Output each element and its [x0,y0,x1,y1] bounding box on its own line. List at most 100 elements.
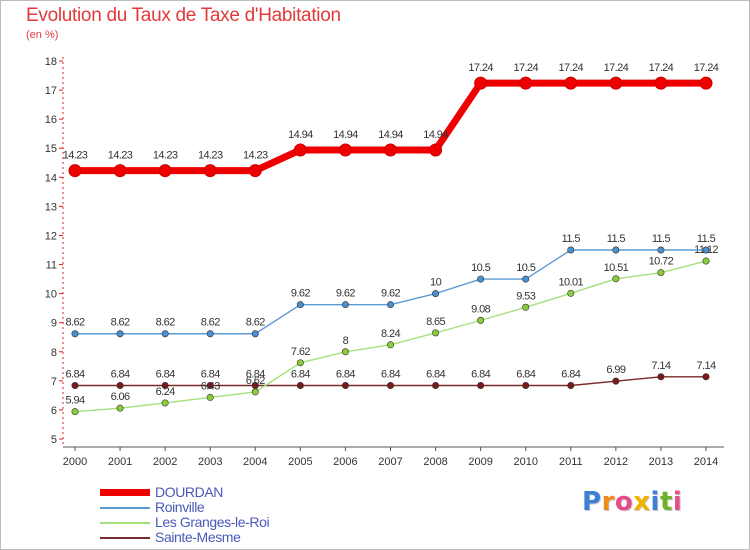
x-tick-label: 2007 [378,456,402,468]
data-point [68,164,82,178]
chart-title: Evolution du Taux de Taxe d'Habitation [26,5,341,26]
data-point [477,316,485,324]
x-tick-label: 2003 [198,456,222,468]
data-label: 6.84 [516,368,535,380]
data-label: 14.94 [288,129,313,141]
data-label: 6.84 [426,368,445,380]
data-point [702,373,710,381]
data-point [432,381,440,389]
logo-letter: i [650,487,660,517]
data-label: 10.5 [516,262,535,274]
data-label: 6.84 [111,368,130,380]
x-tick-label: 2002 [153,456,177,468]
data-point [432,290,440,298]
data-label: 8.62 [65,317,84,329]
data-label: 14.23 [243,150,268,162]
data-point [293,143,307,157]
data-point [564,76,578,90]
logo-letter: P [582,487,602,517]
data-label: 10 [430,277,442,289]
x-tick-label: 2009 [468,456,492,468]
data-point [203,164,217,178]
data-label: 8.62 [201,317,220,329]
legend-swatch [100,489,150,496]
data-point [702,257,710,265]
data-label: 6.84 [291,368,310,380]
data-point [477,381,485,389]
data-point [699,76,713,90]
data-point [384,143,397,157]
data-point [296,381,304,389]
data-point [657,373,665,381]
data-point [71,408,79,416]
data-label: 6.84 [561,368,580,380]
data-point [522,303,530,311]
legend-item-les-granges-le-roi: Les Granges-le-Roi [100,515,360,530]
data-label: 14.94 [423,129,448,141]
data-label: 14.23 [108,150,133,162]
data-point [206,381,214,389]
data-point [474,76,488,90]
y-tick-label: 6 [51,405,57,417]
logo-letter: x [633,487,651,517]
data-label: 8.62 [246,317,265,329]
proxiti-logo: Proxiti [582,487,682,517]
data-label: 8.62 [111,317,130,329]
y-tick-label: 7 [51,376,57,388]
data-label: 8 [343,335,349,347]
data-label: 17.24 [604,62,629,74]
data-label: 14.23 [198,150,223,162]
data-label: 9.62 [381,288,400,300]
data-point [116,404,124,412]
legend-item-roinville: Roinville [100,500,360,515]
data-point [609,76,623,90]
data-label: 17.24 [559,62,584,74]
y-tick-label: 15 [45,143,57,155]
data-label: 9.08 [471,303,490,315]
y-tick-label: 11 [46,260,57,272]
data-point [248,164,262,178]
y-tick-label: 12 [45,230,57,242]
chart-legend: DOURDAN Roinville Les Granges-le-Roi Sainte… [100,485,360,545]
x-tick-label: 2001 [108,456,132,468]
y-tick-label: 17 [45,85,57,97]
data-label: 7.14 [651,360,670,372]
legend-swatch [100,537,150,539]
data-point [161,399,169,407]
chart-subtitle: (en %) [26,29,59,41]
data-label: 17.24 [649,62,674,74]
data-point [567,289,575,297]
data-point [429,143,443,157]
data-label: 6.84 [471,368,490,380]
data-point [657,269,665,277]
data-label: 17.24 [468,62,493,74]
logo-letter: r [601,487,615,517]
data-label: 6.06 [111,391,130,403]
data-label: 11.5 [562,233,581,245]
data-point [296,301,304,309]
data-point [477,275,485,283]
legend-item-sainte-mesme: Sainte-Mesme [100,530,360,545]
x-tick-label: 2005 [288,456,312,468]
legend-swatch [100,522,150,524]
data-point [386,301,394,309]
y-tick-label: 16 [45,114,57,126]
data-label: 10.72 [649,256,674,268]
data-label: 7.62 [291,346,310,358]
y-tick-label: 13 [45,201,57,213]
legend-label: Sainte-Mesme [155,529,241,545]
data-label: 14.23 [153,150,178,162]
data-label: 6.24 [156,386,175,398]
x-tick-label: 2004 [243,456,267,468]
legend-label: Les Granges-le-Roi [155,514,270,530]
data-label: 6.84 [65,368,84,380]
data-label: 14.23 [63,150,88,162]
data-point [251,388,259,396]
data-label: 8.24 [381,328,400,340]
data-label: 9.62 [291,288,310,300]
data-label: 6.84 [246,368,265,380]
data-point [657,246,665,254]
x-tick-label: 2000 [63,456,87,468]
data-point [612,246,620,254]
data-point [206,393,214,401]
